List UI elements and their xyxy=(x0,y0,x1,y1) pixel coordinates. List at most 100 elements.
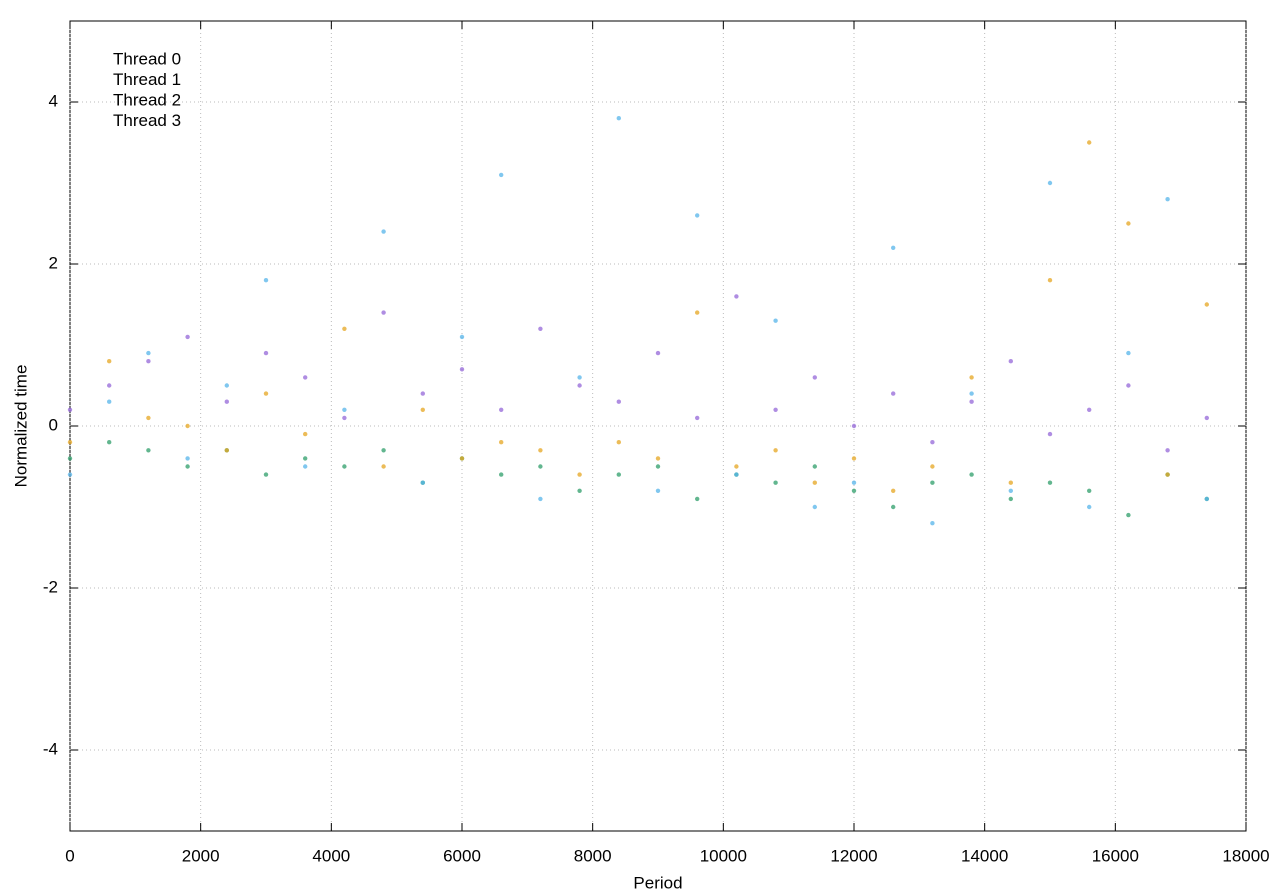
point xyxy=(1087,488,1092,493)
point xyxy=(263,472,269,477)
point xyxy=(616,472,621,477)
point xyxy=(891,245,896,250)
point xyxy=(67,472,73,477)
point xyxy=(891,391,896,396)
point xyxy=(538,464,543,469)
point xyxy=(773,448,778,453)
point xyxy=(381,448,386,453)
point xyxy=(185,423,190,429)
point xyxy=(381,464,386,469)
point xyxy=(655,488,661,493)
x-tick-label: 14000 xyxy=(961,846,1008,865)
point xyxy=(969,472,974,477)
point xyxy=(263,278,269,283)
point xyxy=(695,496,700,502)
y-tick-label: -4 xyxy=(43,739,58,758)
point xyxy=(577,472,582,477)
point xyxy=(1126,221,1131,226)
point xyxy=(342,415,347,421)
point xyxy=(381,310,386,315)
legend-label: Thread 2 xyxy=(113,90,181,109)
point xyxy=(420,391,425,396)
x-tick-label: 18000 xyxy=(1222,846,1269,865)
point xyxy=(655,464,661,469)
point xyxy=(734,294,739,299)
point xyxy=(185,334,190,340)
point xyxy=(538,448,543,453)
point xyxy=(303,456,308,461)
point xyxy=(891,488,896,493)
point xyxy=(1165,472,1170,477)
point xyxy=(695,213,700,218)
point xyxy=(851,488,857,493)
point xyxy=(734,464,739,469)
point xyxy=(107,383,112,388)
y-tick-label: 0 xyxy=(49,415,58,434)
point xyxy=(930,440,935,445)
point xyxy=(616,116,621,121)
point xyxy=(773,480,778,485)
point xyxy=(499,407,504,412)
point xyxy=(734,472,739,477)
point xyxy=(1204,415,1210,421)
x-tick-label: 6000 xyxy=(443,846,481,865)
point xyxy=(851,423,857,429)
point xyxy=(146,359,151,364)
point xyxy=(224,399,229,404)
point xyxy=(1008,488,1013,493)
point xyxy=(577,383,582,388)
point xyxy=(695,310,700,315)
point xyxy=(1204,496,1210,502)
point xyxy=(655,350,661,356)
x-tick-label: 0 xyxy=(65,846,74,865)
point xyxy=(342,464,347,469)
point xyxy=(538,326,543,331)
point xyxy=(616,399,621,404)
point xyxy=(812,480,817,485)
x-tick-label: 10000 xyxy=(700,846,747,865)
point xyxy=(1087,407,1092,412)
x-tick-label: 2000 xyxy=(182,846,220,865)
y-tick-label: 4 xyxy=(49,91,58,110)
point xyxy=(969,399,974,404)
point xyxy=(930,480,935,485)
point xyxy=(67,440,73,445)
point xyxy=(107,359,112,364)
point xyxy=(224,448,229,453)
point xyxy=(263,350,269,356)
point xyxy=(1165,197,1170,202)
point xyxy=(303,464,308,469)
legend-label: Thread 3 xyxy=(113,111,181,130)
point xyxy=(107,440,112,445)
point xyxy=(812,504,817,510)
point xyxy=(930,464,935,469)
y-tick-label: -2 xyxy=(43,577,58,596)
point xyxy=(499,440,504,445)
point xyxy=(930,521,935,526)
point xyxy=(1008,480,1013,485)
point xyxy=(185,456,190,461)
point xyxy=(577,488,582,493)
point xyxy=(773,407,778,412)
point xyxy=(146,350,151,356)
point xyxy=(891,504,896,510)
y-tick-label: 2 xyxy=(49,253,58,272)
point xyxy=(342,407,347,412)
x-tick-label: 12000 xyxy=(830,846,877,865)
point xyxy=(1126,512,1131,518)
point xyxy=(1047,180,1053,186)
point xyxy=(381,229,386,234)
point xyxy=(695,415,700,421)
point xyxy=(185,464,190,469)
point xyxy=(1047,278,1053,283)
x-tick-label: 16000 xyxy=(1092,846,1139,865)
point xyxy=(263,391,269,396)
point xyxy=(459,456,465,461)
point xyxy=(851,456,857,461)
point xyxy=(342,326,347,331)
point xyxy=(499,472,504,477)
point xyxy=(969,391,974,396)
legend-label: Thread 1 xyxy=(113,70,181,89)
